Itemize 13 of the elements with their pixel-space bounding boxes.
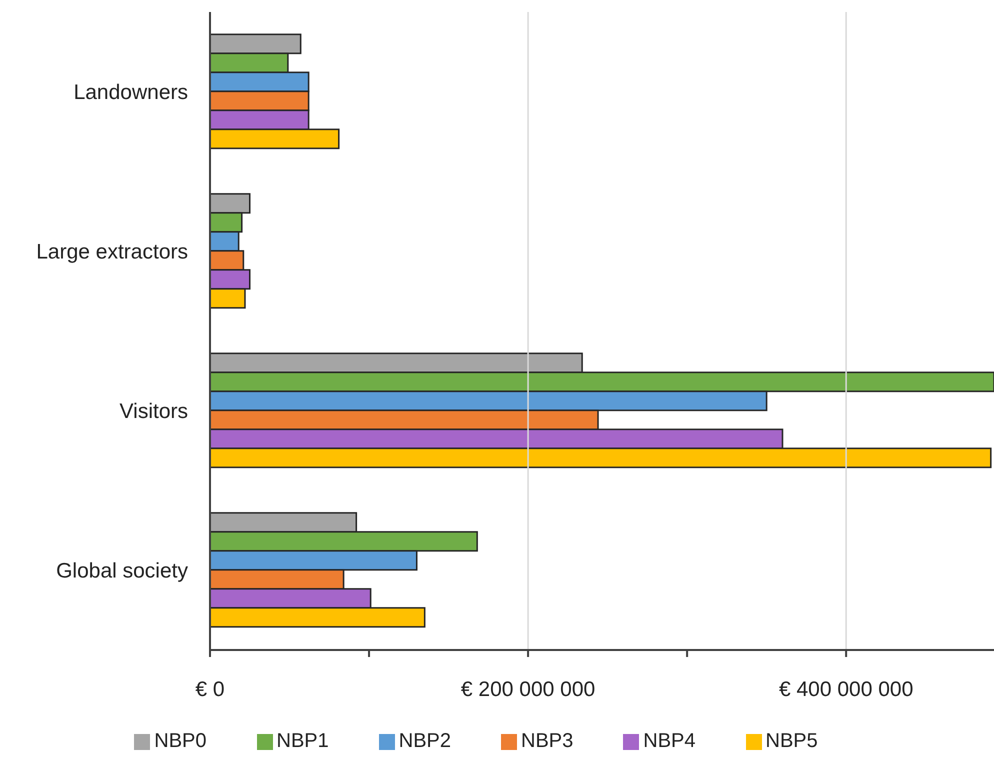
legend-label: NBP5	[766, 730, 818, 752]
legend-label: NBP1	[276, 730, 329, 752]
x-tick-label: € 200 000 000	[460, 678, 596, 701]
y-tick-label: Large extractors	[36, 240, 188, 264]
y-tick-label: Visitors	[120, 400, 188, 424]
x-tick-label: € 0	[195, 678, 225, 701]
y-tick-label: Landowners	[74, 81, 188, 104]
legend-label: NBP4	[643, 730, 696, 752]
x-tick-label: € 400 000 000	[778, 678, 914, 701]
legend-label: NBP0	[154, 730, 206, 752]
legend-label: NBP3	[521, 730, 574, 752]
y-tick-label: Global society	[56, 560, 188, 583]
legend-label: NBP2	[398, 730, 451, 752]
